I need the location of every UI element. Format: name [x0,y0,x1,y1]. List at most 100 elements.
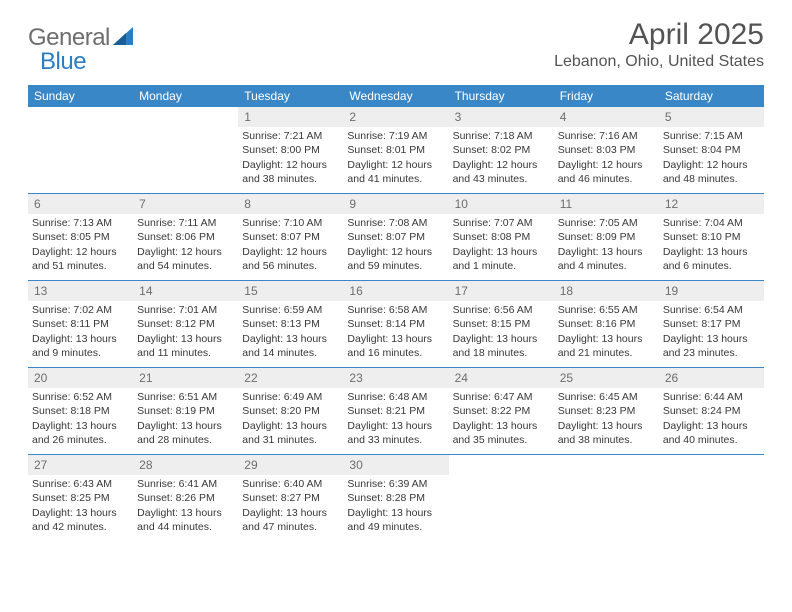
day-details: Sunrise: 7:07 AMSunset: 8:08 PMDaylight:… [449,216,554,277]
daylight-line2: and 31 minutes. [242,433,339,447]
sunset-text: Sunset: 8:24 PM [663,404,760,418]
sunset-text: Sunset: 8:11 PM [32,317,129,331]
day-number: 3 [449,107,554,127]
sunrise-text: Sunrise: 7:19 AM [347,129,444,143]
weekday-header-row: Sunday Monday Tuesday Wednesday Thursday… [28,85,764,107]
day-number: 14 [133,281,238,301]
daylight-line2: and 40 minutes. [663,433,760,447]
day-number: 5 [659,107,764,127]
daylight-line2: and 56 minutes. [242,259,339,273]
sunrise-text: Sunrise: 6:39 AM [347,477,444,491]
sunrise-text: Sunrise: 7:16 AM [558,129,655,143]
sunset-text: Sunset: 8:08 PM [453,230,550,244]
day-number: 21 [133,368,238,388]
day-number: 15 [238,281,343,301]
day-details: Sunrise: 6:40 AMSunset: 8:27 PMDaylight:… [238,477,343,538]
sunset-text: Sunset: 8:14 PM [347,317,444,331]
sunrise-text: Sunrise: 7:18 AM [453,129,550,143]
weekday-tue: Tuesday [238,85,343,107]
sunset-text: Sunset: 8:22 PM [453,404,550,418]
day-number: 29 [238,455,343,475]
daylight-line2: and 23 minutes. [663,346,760,360]
sunset-text: Sunset: 8:26 PM [137,491,234,505]
day-number: 27 [28,455,133,475]
day-cell: 17Sunrise: 6:56 AMSunset: 8:15 PMDayligh… [449,281,554,367]
day-cell: 8Sunrise: 7:10 AMSunset: 8:07 PMDaylight… [238,194,343,280]
day-number: 8 [238,194,343,214]
day-cell: 1Sunrise: 7:21 AMSunset: 8:00 PMDaylight… [238,107,343,193]
day-cell: 9Sunrise: 7:08 AMSunset: 8:07 PMDaylight… [343,194,448,280]
daylight-line1: Daylight: 13 hours [242,332,339,346]
day-details: Sunrise: 7:02 AMSunset: 8:11 PMDaylight:… [28,303,133,364]
sunset-text: Sunset: 8:07 PM [347,230,444,244]
day-number: 1 [238,107,343,127]
day-cell: 12Sunrise: 7:04 AMSunset: 8:10 PMDayligh… [659,194,764,280]
day-cell: 20Sunrise: 6:52 AMSunset: 8:18 PMDayligh… [28,368,133,454]
day-cell: 25Sunrise: 6:45 AMSunset: 8:23 PMDayligh… [554,368,659,454]
day-details: Sunrise: 7:16 AMSunset: 8:03 PMDaylight:… [554,129,659,190]
day-number: 28 [133,455,238,475]
sunrise-text: Sunrise: 7:02 AM [32,303,129,317]
daylight-line1: Daylight: 13 hours [558,245,655,259]
daylight-line1: Daylight: 13 hours [137,332,234,346]
week-row: 27Sunrise: 6:43 AMSunset: 8:25 PMDayligh… [28,455,764,541]
day-details: Sunrise: 7:11 AMSunset: 8:06 PMDaylight:… [133,216,238,277]
daylight-line1: Daylight: 13 hours [32,419,129,433]
weekday-thu: Thursday [449,85,554,107]
sunrise-text: Sunrise: 7:08 AM [347,216,444,230]
sunrise-text: Sunrise: 6:58 AM [347,303,444,317]
sunset-text: Sunset: 8:16 PM [558,317,655,331]
day-details: Sunrise: 7:15 AMSunset: 8:04 PMDaylight:… [659,129,764,190]
daylight-line2: and 1 minute. [453,259,550,273]
sunrise-text: Sunrise: 6:47 AM [453,390,550,404]
week-row: 13Sunrise: 7:02 AMSunset: 8:11 PMDayligh… [28,281,764,368]
sunrise-text: Sunrise: 7:21 AM [242,129,339,143]
day-number: 6 [28,194,133,214]
sunrise-text: Sunrise: 7:07 AM [453,216,550,230]
daylight-line1: Daylight: 13 hours [242,506,339,520]
daylight-line2: and 46 minutes. [558,172,655,186]
sunrise-text: Sunrise: 7:10 AM [242,216,339,230]
day-cell: 23Sunrise: 6:48 AMSunset: 8:21 PMDayligh… [343,368,448,454]
daylight-line2: and 14 minutes. [242,346,339,360]
daylight-line1: Daylight: 13 hours [453,332,550,346]
daylight-line2: and 16 minutes. [347,346,444,360]
day-details: Sunrise: 7:19 AMSunset: 8:01 PMDaylight:… [343,129,448,190]
daylight-line1: Daylight: 12 hours [558,158,655,172]
day-cell: 5Sunrise: 7:15 AMSunset: 8:04 PMDaylight… [659,107,764,193]
daylight-line1: Daylight: 13 hours [453,245,550,259]
empty-cell [659,455,764,541]
daylight-line1: Daylight: 12 hours [242,245,339,259]
day-cell: 7Sunrise: 7:11 AMSunset: 8:06 PMDaylight… [133,194,238,280]
daylight-line2: and 43 minutes. [453,172,550,186]
daylight-line1: Daylight: 13 hours [137,419,234,433]
daylight-line1: Daylight: 13 hours [663,419,760,433]
day-number: 25 [554,368,659,388]
day-cell: 13Sunrise: 7:02 AMSunset: 8:11 PMDayligh… [28,281,133,367]
day-details: Sunrise: 6:49 AMSunset: 8:20 PMDaylight:… [238,390,343,451]
sunset-text: Sunset: 8:21 PM [347,404,444,418]
sunrise-text: Sunrise: 7:05 AM [558,216,655,230]
sunset-text: Sunset: 8:28 PM [347,491,444,505]
daylight-line1: Daylight: 12 hours [242,158,339,172]
sunset-text: Sunset: 8:15 PM [453,317,550,331]
day-details: Sunrise: 7:18 AMSunset: 8:02 PMDaylight:… [449,129,554,190]
day-details: Sunrise: 7:01 AMSunset: 8:12 PMDaylight:… [133,303,238,364]
daylight-line2: and 48 minutes. [663,172,760,186]
day-details: Sunrise: 6:47 AMSunset: 8:22 PMDaylight:… [449,390,554,451]
day-number: 19 [659,281,764,301]
daylight-line2: and 54 minutes. [137,259,234,273]
day-cell: 26Sunrise: 6:44 AMSunset: 8:24 PMDayligh… [659,368,764,454]
day-number: 13 [28,281,133,301]
empty-cell [449,455,554,541]
day-cell: 6Sunrise: 7:13 AMSunset: 8:05 PMDaylight… [28,194,133,280]
logo-line2: Blue [40,48,86,76]
day-cell: 11Sunrise: 7:05 AMSunset: 8:09 PMDayligh… [554,194,659,280]
week-row: 20Sunrise: 6:52 AMSunset: 8:18 PMDayligh… [28,368,764,455]
day-number: 10 [449,194,554,214]
daylight-line1: Daylight: 13 hours [32,506,129,520]
title-block: April 2025 Lebanon, Ohio, United States [554,18,764,71]
sunrise-text: Sunrise: 7:15 AM [663,129,760,143]
location-text: Lebanon, Ohio, United States [554,53,764,71]
daylight-line2: and 21 minutes. [558,346,655,360]
